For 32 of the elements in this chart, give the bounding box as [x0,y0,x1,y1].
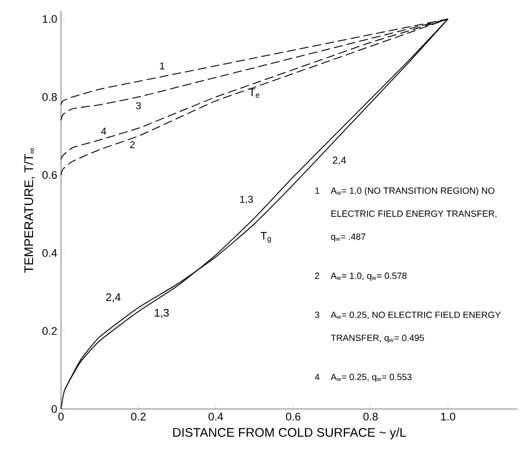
series-label: 2,4 [332,156,346,165]
annotation: T$_{e}$ [249,88,260,98]
x-tick-label: 0.6 [286,412,300,420]
annotation: A$_{w}$= 1.0, q$_{w}$= 0.578 [330,272,406,281]
y-tick-label: 0.8 [42,93,57,101]
x-tick-label: 0.2 [131,412,146,420]
x-tick-label: 0.8 [363,412,378,420]
series-label: 1,3 [240,196,253,204]
series-label: 1 [160,62,164,70]
series-label: 2 [130,141,135,148]
y-tick-label: 1.0 [42,15,57,23]
x-tick-label: 1.0 [441,412,456,420]
text: A$_{w}$= 1.0 (NO TRANSITION REGION) NO ELECTRIC FIELD ENERGY TRANSFER, q$_{w}$= .487 [330,187,496,242]
y-tick-label: 0.6 [42,171,57,179]
y-axis-title: TEMPERATURE, T/T$_{∞}$ [24,148,35,273]
x-axis-title: DISTANCE FROM COLD SURFACE ~ y/L [173,428,406,440]
y-tick-label: 0.2 [42,327,57,335]
annotation: 1 [315,188,320,194]
y-tick-label: 0.4 [42,249,57,257]
annotation: 3 [315,312,320,318]
series-label: 4 [101,128,106,135]
series-label: 3 [136,102,141,110]
annotation: 1,3 [154,308,169,318]
y-tick-label: 0 [52,405,57,413]
annotation: A$_{w}$= 0.25, q$_{w}$= 0.553 [330,374,412,382]
annotation: 2 [315,272,320,279]
text: A$_{w}$= 0.25, NO ELECTRIC FIELD ENERGY TRANSFER, q$_{w}$= 0.495 [330,312,501,343]
x-tick-label: 0.4 [208,412,224,420]
annotation: 4 [314,374,320,380]
annotation: 2,4 [106,293,121,302]
annotation: T$_{g}$ [260,232,271,243]
x-tick-label: 0 [58,412,64,420]
